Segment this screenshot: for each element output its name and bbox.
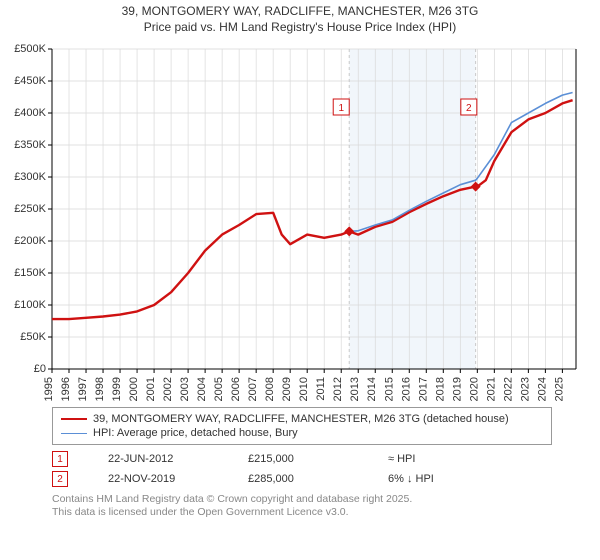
- legend: 39, MONTGOMERY WAY, RADCLIFFE, MANCHESTE…: [52, 407, 552, 445]
- legend-row: 39, MONTGOMERY WAY, RADCLIFFE, MANCHESTE…: [61, 412, 543, 426]
- y-tick-label: £300K: [14, 171, 46, 183]
- x-tick-label: 1997: [77, 377, 89, 401]
- title-line2: Price paid vs. HM Land Registry's House …: [144, 20, 456, 34]
- legend-row: HPI: Average price, detached house, Bury: [61, 426, 543, 440]
- x-tick-label: 2025: [553, 377, 565, 401]
- x-tick-label: 1996: [60, 377, 72, 401]
- y-tick-label: £200K: [14, 235, 46, 247]
- marker-table: 1 22-JUN-2012 £215,000 ≈ HPI 2 22-NOV-2019 £28…: [52, 449, 594, 489]
- legend-label: HPI: Average price, detached house, Bury: [93, 427, 298, 439]
- x-tick-label: 2014: [366, 377, 378, 401]
- chart-area: £0 £50K £100K £150K £200K £250K £300K £350K £400…: [6, 41, 594, 401]
- footer-line2: This data is licensed under the Open Gov…: [52, 506, 349, 518]
- x-tick-label: 1999: [111, 377, 123, 401]
- marker-table-row: 1 22-JUN-2012 £215,000 ≈ HPI: [52, 449, 594, 469]
- title-line1: 39, MONTGOMERY WAY, RADCLIFFE, MANCHESTE…: [122, 4, 479, 18]
- x-tick-label: 2015: [383, 377, 395, 401]
- x-tick-label: 2019: [451, 377, 463, 401]
- x-tick-label: 1998: [94, 377, 106, 401]
- x-tick-label: 2008: [264, 377, 276, 401]
- marker-badge-label: 1: [338, 103, 344, 114]
- footer-note: Contains HM Land Registry data © Crown c…: [52, 493, 594, 519]
- x-tick-label: 2011: [315, 377, 327, 401]
- x-tick-label: 2001: [145, 377, 157, 401]
- y-tick-label: £450K: [14, 75, 46, 87]
- marker-rel: 6% ↓ HPI: [388, 473, 488, 485]
- y-tick-label: £100K: [14, 299, 46, 311]
- marker-rel: ≈ HPI: [388, 453, 488, 465]
- marker-table-badge: 2: [52, 471, 68, 487]
- x-tick-label: 2012: [332, 377, 344, 401]
- x-tick-label: 2003: [179, 377, 191, 401]
- x-tick-label: 2010: [298, 377, 310, 401]
- footer-line1: Contains HM Land Registry data © Crown c…: [52, 493, 412, 505]
- x-tick-label: 2023: [519, 377, 531, 401]
- y-tick-label: £50K: [20, 331, 46, 343]
- marker-badge-label: 2: [466, 103, 472, 114]
- x-tick-label: 2002: [162, 377, 174, 401]
- marker-date: 22-NOV-2019: [108, 473, 208, 485]
- x-tick-label: 2007: [247, 377, 259, 401]
- x-tick-label: 2024: [536, 377, 548, 401]
- marker-table-badge: 1: [52, 451, 68, 467]
- legend-label: 39, MONTGOMERY WAY, RADCLIFFE, MANCHESTE…: [93, 413, 509, 425]
- marker-price: £285,000: [248, 473, 348, 485]
- y-tick-label: £250K: [14, 203, 46, 215]
- legend-swatch: [61, 433, 87, 434]
- x-tick-label: 1995: [43, 377, 55, 401]
- x-tick-label: 2009: [281, 377, 293, 401]
- x-tick-label: 2006: [230, 377, 242, 401]
- x-tick-label: 2022: [502, 377, 514, 401]
- chart-title: 39, MONTGOMERY WAY, RADCLIFFE, MANCHESTE…: [6, 4, 594, 35]
- legend-swatch: [61, 418, 87, 420]
- marker-date: 22-JUN-2012: [108, 453, 208, 465]
- x-tick-label: 2004: [196, 377, 208, 401]
- y-tick-label: £150K: [14, 267, 46, 279]
- x-tick-label: 2016: [400, 377, 412, 401]
- x-tick-label: 2021: [485, 377, 497, 401]
- marker-table-row: 2 22-NOV-2019 £285,000 6% ↓ HPI: [52, 469, 594, 489]
- x-tick-label: 2005: [213, 377, 225, 401]
- x-tick-label: 2018: [434, 377, 446, 401]
- x-tick-label: 2013: [349, 377, 361, 401]
- y-tick-label: £0: [34, 363, 46, 375]
- y-tick-label: £400K: [14, 107, 46, 119]
- x-tick-label: 2020: [468, 377, 480, 401]
- line-chart: £0 £50K £100K £150K £200K £250K £300K £350K £400…: [6, 41, 586, 401]
- y-tick-label: £500K: [14, 43, 46, 55]
- x-tick-label: 2000: [128, 377, 140, 401]
- y-tick-label: £350K: [14, 139, 46, 151]
- marker-price: £215,000: [248, 453, 348, 465]
- x-tick-label: 2017: [417, 377, 429, 401]
